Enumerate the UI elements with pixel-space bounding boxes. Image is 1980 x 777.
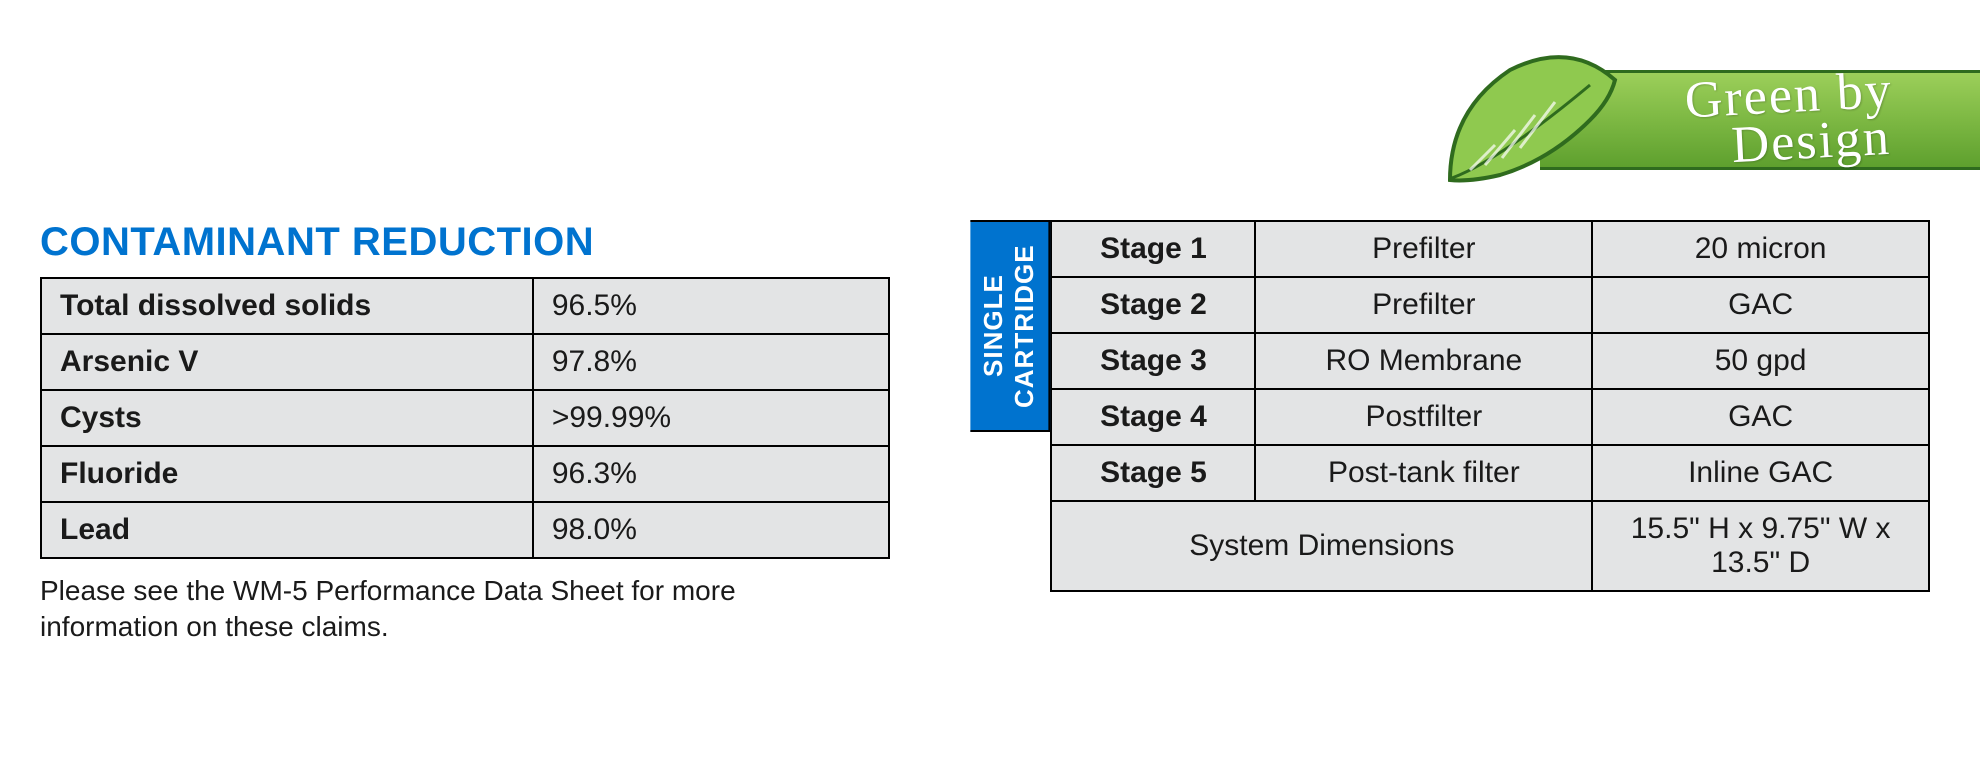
reduction-label: Arsenic V xyxy=(41,334,533,390)
badge-line2: Design xyxy=(1690,109,1892,176)
stage-type: Prefilter xyxy=(1255,277,1592,333)
section-title: CONTAMINANT REDUCTION xyxy=(40,220,890,265)
reduction-tbody: Total dissolved solids 96.5% Arsenic V 9… xyxy=(41,278,889,558)
stage-spec: GAC xyxy=(1592,389,1929,445)
table-row: Lead 98.0% xyxy=(41,502,889,558)
stage-type: Postfilter xyxy=(1255,389,1592,445)
table-row: Cysts >99.99% xyxy=(41,390,889,446)
table-row: Stage 2 Prefilter GAC xyxy=(1051,277,1929,333)
table-row: Total dissolved solids 96.5% xyxy=(41,278,889,334)
stage-name: Stage 3 xyxy=(1051,333,1255,389)
reduction-label: Fluoride xyxy=(41,446,533,502)
table-row: Stage 3 RO Membrane 50 gpd xyxy=(1051,333,1929,389)
stage-type: Post-tank filter xyxy=(1255,445,1592,501)
reduction-value: 96.5% xyxy=(533,278,889,334)
stage-table-wrap: Stage 1 Prefilter 20 micron Stage 2 Pref… xyxy=(1050,220,1930,592)
footnote: Please see the WM-5 Performance Data She… xyxy=(40,573,870,646)
stage-name: Stage 5 xyxy=(1051,445,1255,501)
badge-text: Green by Design xyxy=(1684,68,1897,172)
dimensions-label: System Dimensions xyxy=(1051,501,1592,591)
dimensions-row: System Dimensions 15.5" H x 9.75" W x 13… xyxy=(1051,501,1929,591)
stage-table: Stage 1 Prefilter 20 micron Stage 2 Pref… xyxy=(1050,220,1930,592)
table-row: Stage 4 Postfilter GAC xyxy=(1051,389,1929,445)
reduction-value: 98.0% xyxy=(533,502,889,558)
stage-spec: GAC xyxy=(1592,277,1929,333)
reduction-value: 97.8% xyxy=(533,334,889,390)
stage-name: Stage 4 xyxy=(1051,389,1255,445)
reduction-value: >99.99% xyxy=(533,390,889,446)
stage-spec: Inline GAC xyxy=(1592,445,1929,501)
stage-type: RO Membrane xyxy=(1255,333,1592,389)
table-row: Stage 1 Prefilter 20 micron xyxy=(1051,221,1929,277)
reduction-value: 96.3% xyxy=(533,446,889,502)
dimensions-value: 15.5" H x 9.75" W x 13.5" D xyxy=(1592,501,1929,591)
right-column: SINGLE CARTRIDGE Stage 1 Prefilter 20 mi… xyxy=(970,220,1930,592)
reduction-label: Total dissolved solids xyxy=(41,278,533,334)
stage-spec: 50 gpd xyxy=(1592,333,1929,389)
reduction-table: Total dissolved solids 96.5% Arsenic V 9… xyxy=(40,277,890,559)
reduction-label: Lead xyxy=(41,502,533,558)
stage-type: Prefilter xyxy=(1255,221,1592,277)
single-cartridge-tab: SINGLE CARTRIDGE xyxy=(970,220,1050,432)
content-area: CONTAMINANT REDUCTION Total dissolved so… xyxy=(40,220,1940,646)
table-row: Stage 5 Post-tank filter Inline GAC xyxy=(1051,445,1929,501)
green-by-design-badge: Green by Design xyxy=(1440,50,1980,190)
stage-spec: 20 micron xyxy=(1592,221,1929,277)
reduction-label: Cysts xyxy=(41,390,533,446)
leaf-icon xyxy=(1440,50,1620,190)
stage-name: Stage 1 xyxy=(1051,221,1255,277)
stage-name: Stage 2 xyxy=(1051,277,1255,333)
left-column: CONTAMINANT REDUCTION Total dissolved so… xyxy=(40,220,890,646)
table-row: Fluoride 96.3% xyxy=(41,446,889,502)
table-row: Arsenic V 97.8% xyxy=(41,334,889,390)
